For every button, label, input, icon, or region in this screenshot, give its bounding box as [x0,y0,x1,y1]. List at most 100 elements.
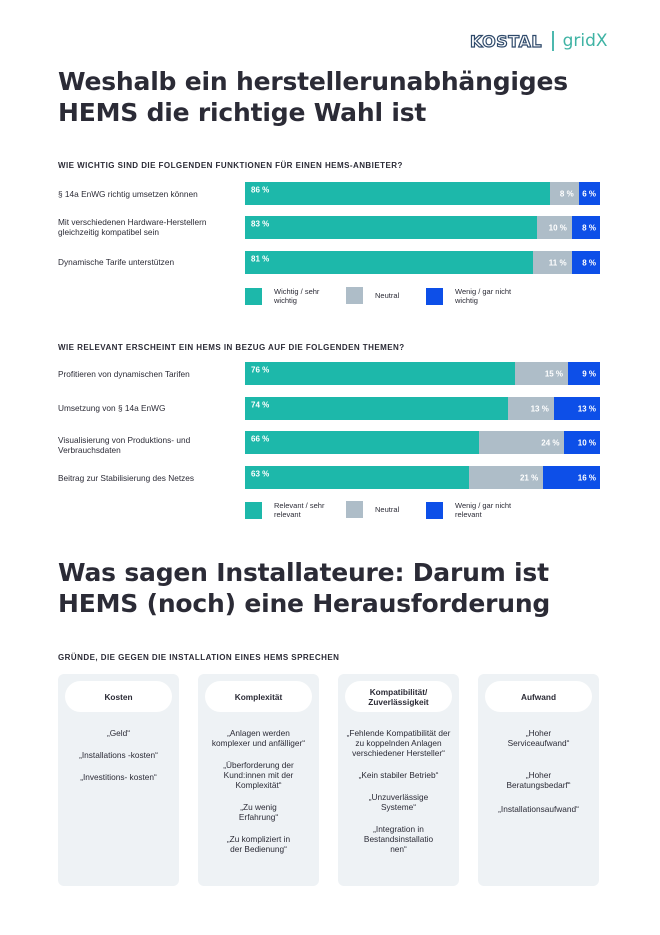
survey2-bar-0: 76 % 15 % 9 % [245,362,600,385]
bar-value-positive: 83 % [251,219,270,229]
bar-segment-negative: 9 % [568,362,600,385]
bar-value-positive: 66 % [251,434,270,444]
reason-quote: „Unzuverlässige Systeme“ [368,792,429,812]
bar-segment-neutral: 21 % [468,466,544,489]
legend-swatch-gray [346,501,363,518]
bar-value-neutral: 11 % [548,258,567,267]
reason-list: „Fehlende Kompatibilität der zu koppelnd… [345,728,452,866]
reason-quote: „Anlagen werden komplexer und anfälliger… [211,728,306,748]
bar-segment-positive: 81 % [245,251,533,274]
bar-value-positive: 76 % [251,365,270,375]
bar-segment-neutral: 15 % [514,362,569,385]
legend-label-negative: Wenig / gar nicht relevant [455,501,512,519]
bar-segment-neutral: 10 % [536,216,572,239]
survey2-row-label: Umsetzung von § 14a EnWG [58,403,166,413]
survey2-question: WIE RELEVANT ERSCHEINT EIN HEMS IN BEZUG… [58,343,405,352]
bar-segment-negative: 6 % [578,182,600,205]
reason-quote: „Kein stabiler Betrieb“ [358,770,439,780]
bar-segment-positive: 66 % [245,431,480,454]
legend-item-positive: Wichtig / sehr wichtig [245,287,336,305]
bar-segment-positive: 86 % [245,182,551,205]
reason-list: „Hoher Serviceaufwand“ „Hoher Beratungsb… [481,728,596,826]
legend-swatch-gray [346,287,363,304]
reason-quote: „Investitions- kosten“ [80,772,157,782]
bar-value-negative: 8 % [582,258,596,267]
reason-quote: „Installations -kosten“ [79,750,158,760]
bar-segment-positive: 76 % [245,362,515,385]
reason-quote: „Hoher Serviceaufwand“ [507,728,570,748]
bar-segment-negative: 16 % [543,466,600,489]
legend-swatch-blue [426,287,443,305]
bar-value-negative: 8 % [582,223,596,232]
legend-label-negative: Wenig / gar nicht wichtig [455,287,512,305]
bar-value-neutral: 10 % [548,223,567,232]
bar-segment-neutral: 11 % [532,251,572,274]
legend-label-neutral: Neutral [375,505,400,514]
legend-item-negative: Wenig / gar nicht wichtig [426,287,517,305]
reason-quote: „Zu kompliziert in der Bedienung“ [226,834,291,854]
bar-value-negative: 10 % [577,438,596,447]
main-title-line-2: HEMS die richtige Wahl ist [58,98,427,127]
survey2-bar-2: 66 % 24 % 10 % [245,431,600,454]
reason-column-title: Komplexität [205,681,312,712]
survey1-bar-1: 83 % 10 % 8 % [245,216,600,239]
bar-segment-negative: 8 % [571,216,600,239]
bar-segment-positive: 63 % [245,466,469,489]
bar-value-positive: 81 % [251,254,270,264]
reason-column-kosten: Kosten „Geld“ „Installations -kosten“ „I… [58,674,179,886]
bar-value-positive: 74 % [251,400,270,410]
bar-segment-neutral: 13 % [507,397,554,420]
survey2-legend: Relevant / sehr relevant Neutral Wenig /… [245,501,600,525]
survey2-row-label: Visualisierung von Produktions- und Verb… [58,435,191,455]
gridx-logo: gridX [562,31,608,51]
survey2-bar-3: 63 % 21 % 16 % [245,466,600,489]
section-title-line-2: HEMS (noch) eine Herausforderung [58,589,551,618]
reason-column-komplexitaet: Komplexität „Anlagen werden komplexer un… [198,674,319,886]
survey1-question: WIE WICHTIG SIND DIE FOLGENDEN FUNKTIONE… [58,161,403,170]
bar-value-negative: 6 % [582,189,596,198]
logo-divider [552,31,554,51]
reason-quote: „Überforderung der Kund:innen mit der Ko… [223,760,294,790]
legend-label-positive: Relevant / sehr relevant [274,501,325,519]
reason-column-title: Aufwand [485,681,592,712]
main-title: Weshalb ein herstellerunabhängiges HEMS … [58,66,568,128]
reason-quote: „Fehlende Kompatibilität der zu koppelnd… [346,728,451,758]
reasons-title: GRÜNDE, DIE GEGEN DIE INSTALLATION EINES… [58,653,340,662]
bar-segment-negative: 13 % [553,397,600,420]
reason-list: „Geld“ „Installations -kosten“ „Investit… [72,728,165,794]
survey1-row-label: Dynamische Tarife unterstützen [58,257,175,267]
reason-quote: „Integration in Bestandsinstallatio nen“ [363,824,434,854]
legend-item-neutral: Neutral [346,501,399,518]
bar-segment-positive: 83 % [245,216,537,239]
main-title-line-1: Weshalb ein herstellerunabhängiges [58,67,568,96]
survey2-bar-1: 74 % 13 % 13 % [245,397,600,420]
survey1-row-label: Mit verschiedenen Hardware-Herstellern g… [58,217,207,237]
bar-value-negative: 16 % [577,473,596,482]
brand-logo: KOSTAL gridX [469,30,608,52]
bar-value-negative: 9 % [582,369,596,378]
reason-quote: „Zu wenig Erfahrung“ [238,802,279,822]
reason-column-title: Kosten [65,681,172,712]
reason-column-kompatibilitaet: Kompatibilität/ Zuverlässigkeit „Fehlend… [338,674,459,886]
survey1-row-label: § 14a EnWG richtig umsetzen können [58,189,198,199]
bar-segment-positive: 74 % [245,397,508,420]
reason-quote: „Installationsaufwand“ [498,804,579,814]
survey2-row-label: Profitieren von dynamischen Tarifen [58,369,190,379]
legend-swatch-teal [245,501,262,519]
bar-segment-negative: 10 % [564,431,600,454]
bar-value-neutral: 21 % [519,473,539,482]
section-title: Was sagen Installateure: Darum ist HEMS … [58,557,550,619]
bar-value-neutral: 8 % [559,189,574,198]
survey2-row-label: Beitrag zur Stabilisierung des Netzes [58,473,195,483]
survey1-bar-0: 86 % 8 % 6 % [245,182,600,205]
bar-segment-neutral: 8 % [550,182,579,205]
legend-item-negative: Wenig / gar nicht relevant [426,501,517,519]
survey1-legend: Wichtig / sehr wichtig Neutral Wenig / g… [245,287,600,311]
section-title-line-1: Was sagen Installateure: Darum ist [58,558,549,587]
survey1-bar-2: 81 % 11 % 8 % [245,251,600,274]
bar-segment-neutral: 24 % [479,431,565,454]
bar-value-negative: 13 % [577,404,596,413]
bar-value-neutral: 24 % [541,438,560,447]
bar-segment-negative: 8 % [571,251,600,274]
legend-item-positive: Relevant / sehr relevant [245,501,336,519]
